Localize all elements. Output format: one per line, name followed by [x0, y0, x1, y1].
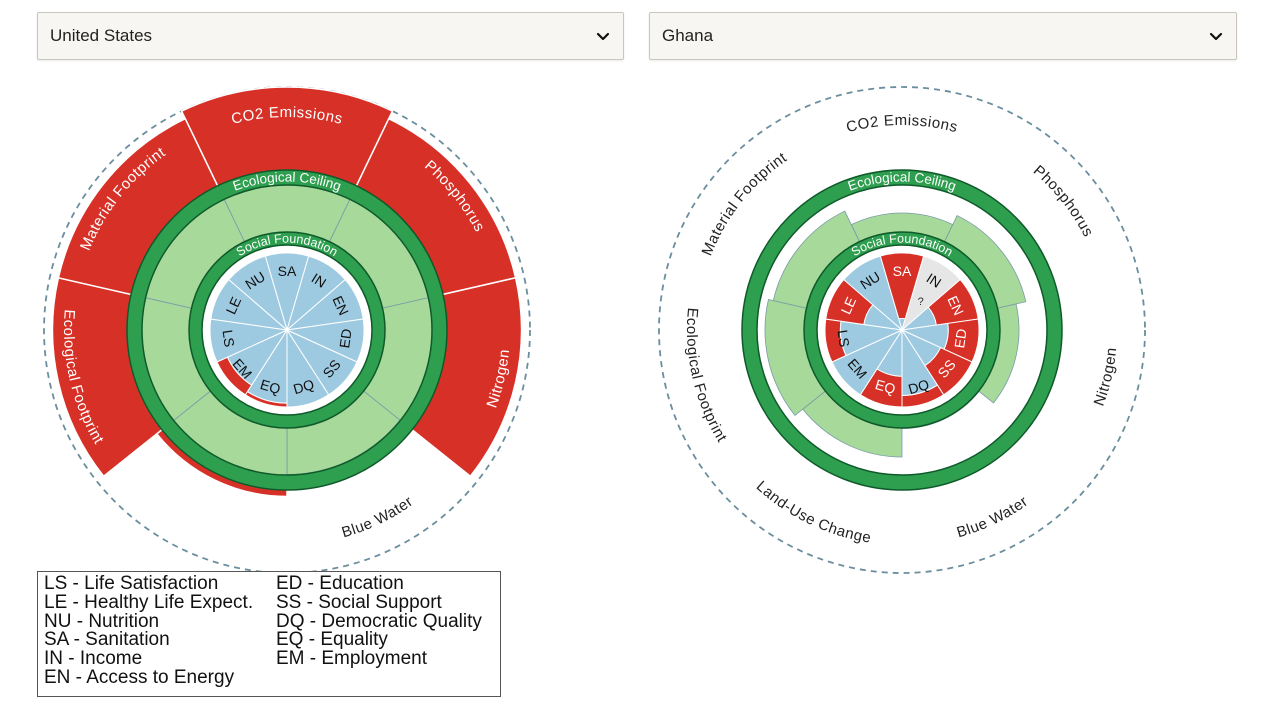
ecological-category-label: Land-Use Change — [134, 485, 254, 554]
country-select-left[interactable]: United States — [37, 12, 624, 60]
social-category-label: SA — [893, 263, 912, 279]
abbreviation-legend: LS - Life Satisfaction LE - Healthy Life… — [37, 571, 501, 697]
legend-column-left: LS - Life Satisfaction LE - Healthy Life… — [44, 573, 276, 693]
legend-item: SA - Sanitation — [44, 629, 170, 651]
ecological-category-label: Ecological Footprint — [683, 307, 730, 446]
social-foundation-ring — [189, 232, 385, 428]
achieved-wedge — [228, 255, 288, 332]
ecological-category-label: CO2 Emissions — [845, 112, 960, 136]
legend-item: ED - Education — [276, 573, 404, 594]
social-category-label: EQ — [873, 376, 897, 397]
outer-boundary-circle — [658, 86, 1146, 574]
social-category-label: DQ — [906, 376, 931, 397]
social-category-label: ED — [336, 328, 355, 350]
social-category-label: LE — [222, 294, 244, 316]
social-category-label: DQ — [291, 376, 316, 397]
legend-item: NU - Nutrition — [44, 610, 160, 632]
country-select-left-value: United States — [50, 26, 153, 45]
legend-item: SS - Social Support — [276, 591, 442, 613]
legend-item: EQ - Equality — [276, 629, 388, 651]
ecological-category-label: CO2 Emissions — [230, 104, 345, 128]
chevron-down-icon — [596, 32, 610, 41]
social-category-label: EN — [944, 293, 967, 317]
legend-item: LS - Life Satisfaction — [44, 573, 219, 594]
ecological-category-label: Blue Water — [340, 493, 417, 541]
legend-item: IN - Income — [44, 648, 143, 670]
legend-item: EM - Employment — [276, 648, 427, 670]
ecological-category-label: Blue Water — [955, 493, 1032, 541]
social-category-label: SA — [278, 263, 297, 279]
ecological-category-label: Land-Use Change — [753, 478, 873, 547]
legend-item: EN - Access to Energy — [44, 666, 235, 688]
ecological-ceiling-ring — [742, 170, 1062, 490]
social-category-label: LS — [834, 329, 852, 348]
ecological-category-label: Phosphorus — [1030, 162, 1097, 240]
no-data-mark: ? — [918, 296, 924, 308]
doughnut-chart-ghana: CO2 Emissions Phosphorus Nitrogen Blue Wate… — [658, 86, 1146, 574]
social-category-label: EQ — [258, 376, 282, 397]
social-category-label: LE — [837, 294, 859, 316]
chevron-down-icon — [1209, 32, 1223, 41]
country-select-right-value: Ghana — [662, 26, 714, 45]
ecological-category-label: Nitrogen — [1091, 346, 1121, 408]
legend-column-right: ED - Education SS - Social Support DQ - … — [276, 573, 496, 693]
ecological-ceiling-ring — [127, 170, 447, 490]
social-category-label: ED — [951, 328, 970, 350]
social-category-label: EN — [329, 293, 352, 317]
social-category-label: LS — [219, 329, 237, 348]
social-foundation-ring — [804, 232, 1000, 428]
achieved-wedge — [843, 255, 903, 332]
legend-item: LE - Healthy Life Expect. — [44, 591, 254, 613]
legend-item: DQ - Democratic Quality — [276, 610, 482, 632]
country-select-right[interactable]: Ghana — [649, 12, 1237, 60]
